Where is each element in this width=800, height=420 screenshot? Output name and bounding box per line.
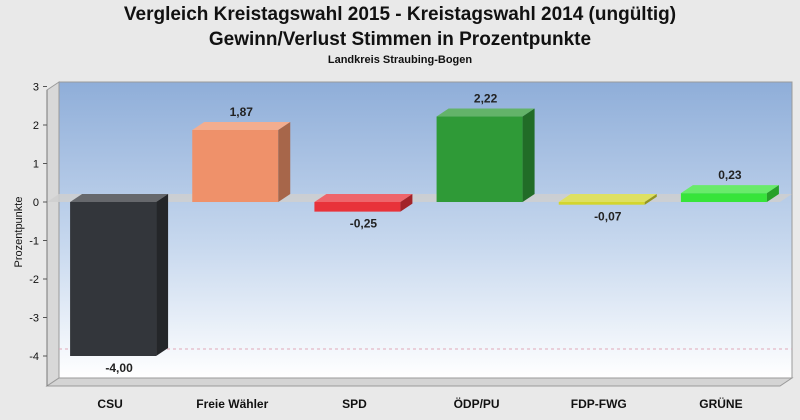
value-label: -0,07: [594, 210, 622, 224]
bar-side: [766, 185, 779, 202]
x-tick-label: SPD: [342, 397, 367, 411]
plot-back-wall: [58, 81, 793, 379]
bar-csu: [70, 194, 169, 356]
bar--dp-pu: [436, 108, 535, 202]
value-label: 0,23: [718, 168, 742, 182]
value-label: -4,00: [105, 361, 133, 375]
x-tick-label: CSU: [97, 397, 122, 411]
chart-caption: Landkreis Straubing-Bogen: [327, 54, 473, 66]
x-tick-label: Freie Wähler: [196, 397, 268, 411]
x-tick-label: GRÜNE: [699, 396, 742, 411]
bar-freie-w-hler: [192, 122, 291, 202]
y-tick-label: -3: [29, 313, 39, 325]
bar-front: [314, 202, 401, 212]
x-axis: CSU Freie Wähler SPD ÖDP/PU FDP-FWG GRÜNE: [97, 396, 742, 411]
chart-subtitle: Gewinn/Verlust Stimmen in Prozentpunkte: [208, 29, 592, 50]
x-tick-label: FDP-FWG: [571, 397, 627, 411]
y-tick-label: 1: [33, 159, 39, 171]
value-label: 1,87: [230, 105, 254, 119]
bar-top: [436, 108, 535, 117]
chart-title: Vergleich Kreistagswahl 2015 - Kreistags…: [123, 4, 677, 25]
bar-side: [278, 122, 291, 202]
plot-floor: [45, 377, 794, 387]
bar-top: [680, 185, 779, 194]
y-axis: 3 2 1 0 -1 -2 -3 -4: [29, 82, 48, 386]
bar-front: [70, 202, 157, 356]
value-labels: -4,00 1,87 -0,25 2,22 -0,07 0,23: [105, 92, 742, 375]
bar-side: [644, 194, 657, 205]
bar-top: [70, 194, 169, 202]
bar-gr-ne: [680, 185, 779, 202]
bar-fdp-fwg: [558, 194, 657, 205]
bar-front: [192, 130, 279, 202]
bar-side: [400, 194, 413, 212]
y-tick-label: -4: [29, 351, 39, 363]
bars: [70, 108, 779, 356]
bar-front: [680, 193, 767, 202]
bar-front: [436, 116, 523, 202]
y-tick-label: 3: [33, 82, 39, 94]
bar-side: [522, 108, 535, 202]
bar-spd: [314, 194, 413, 212]
plot-side-wall: [46, 81, 60, 387]
bar-front: [558, 202, 645, 205]
value-label: 2,22: [474, 92, 498, 106]
y-tick-label: 2: [33, 120, 39, 132]
value-label: -0,25: [350, 217, 378, 231]
bar-side: [156, 194, 169, 356]
y-tick-label: -1: [29, 236, 39, 248]
bar-top: [558, 194, 657, 202]
bar-top: [192, 122, 291, 131]
bar-top: [314, 194, 413, 202]
y-tick-label: 0: [33, 197, 39, 209]
y-tick-label: -2: [29, 274, 39, 286]
x-tick-label: ÖDP/PU: [454, 396, 500, 411]
